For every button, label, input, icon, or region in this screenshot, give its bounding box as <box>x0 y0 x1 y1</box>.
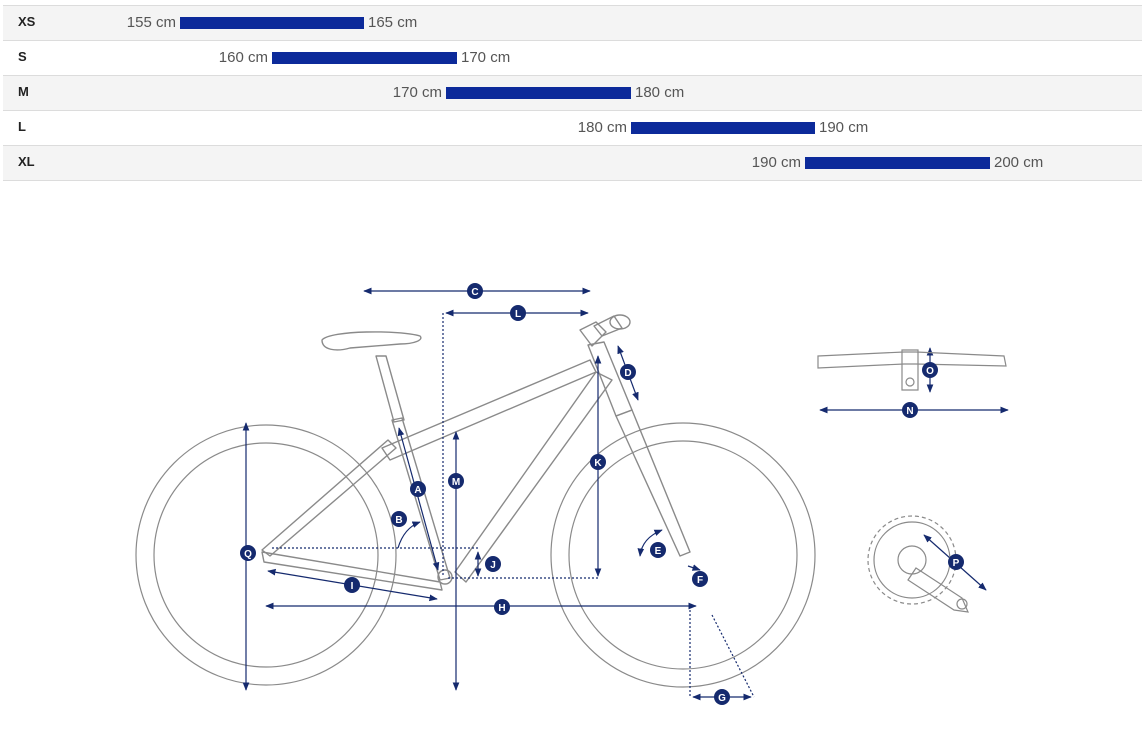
size-label: XS <box>18 14 36 29</box>
range-min-text: 160 cm <box>218 49 268 66</box>
marker-h: H <box>494 599 510 615</box>
marker-j: J <box>485 556 501 572</box>
size-label: L <box>18 119 26 134</box>
front-wheel <box>550 422 816 688</box>
marker-f: F <box>692 571 708 587</box>
range-bar <box>180 17 364 29</box>
range-max-text: 200 cm <box>994 154 1044 171</box>
svg-text:O: O <box>926 366 934 377</box>
marker-c: C <box>467 283 483 299</box>
range-max-text: 165 cm <box>368 14 418 31</box>
handlebar-detail <box>817 349 1007 391</box>
range-bar <box>446 87 631 99</box>
marker-m: M <box>448 473 464 489</box>
svg-text:F: F <box>697 575 703 586</box>
height-range: 160 cm 170 cm <box>219 50 510 66</box>
marker-o: O <box>922 362 938 378</box>
svg-text:I: I <box>351 581 354 592</box>
marker-l: L <box>510 305 526 321</box>
height-range: 180 cm 190 cm <box>578 120 868 136</box>
rear-wheel <box>135 424 397 686</box>
marker-n: N <box>902 402 918 418</box>
svg-text:P: P <box>953 558 960 569</box>
range-min-text: 180 cm <box>577 119 627 136</box>
range-max-text: 180 cm <box>635 84 685 101</box>
size-row-xl: XL 190 cm 200 cm <box>3 145 1142 181</box>
svg-text:K: K <box>594 458 602 469</box>
svg-text:D: D <box>624 368 631 379</box>
svg-text:M: M <box>452 477 460 488</box>
bike-frame <box>261 314 691 591</box>
range-min-text: 155 cm <box>126 14 176 31</box>
svg-text:G: G <box>718 693 726 704</box>
size-row-m: M 170 cm 180 cm <box>3 75 1142 110</box>
marker-d: D <box>620 364 636 380</box>
range-bar <box>631 122 815 134</box>
svg-text:N: N <box>906 406 913 417</box>
marker-i: I <box>344 577 360 593</box>
size-row-s: S 160 cm 170 cm <box>3 40 1142 75</box>
svg-text:J: J <box>490 560 496 571</box>
height-range: 155 cm 165 cm <box>127 15 417 31</box>
height-range: 190 cm 200 cm <box>752 155 1043 171</box>
size-label: M <box>18 84 29 99</box>
geometry-markers: A B C D E F G H I J K L M N O P Q <box>240 283 964 705</box>
marker-b: B <box>391 511 407 527</box>
height-range: 170 cm 180 cm <box>393 85 684 101</box>
svg-text:E: E <box>655 546 662 557</box>
marker-g: G <box>714 689 730 705</box>
marker-q: Q <box>240 545 256 561</box>
rider-height-table: XS 155 cm 165 cm S 160 cm 170 cm M 170 c… <box>3 5 1142 181</box>
size-label: XL <box>18 154 35 169</box>
range-max-text: 170 cm <box>461 49 511 66</box>
size-row-xs: XS 155 cm 165 cm <box>3 5 1142 40</box>
range-bar <box>272 52 457 64</box>
marker-a: A <box>410 481 426 497</box>
size-label: S <box>18 49 27 64</box>
range-bar <box>805 157 990 169</box>
svg-text:Q: Q <box>244 549 252 560</box>
svg-text:C: C <box>471 287 478 298</box>
svg-text:L: L <box>515 309 521 320</box>
range-min-text: 190 cm <box>751 154 801 171</box>
range-min-text: 170 cm <box>392 84 442 101</box>
marker-p: P <box>948 554 964 570</box>
marker-e: E <box>650 542 666 558</box>
marker-k: K <box>590 454 606 470</box>
svg-text:A: A <box>414 485 421 496</box>
size-row-l: L 180 cm 190 cm <box>3 110 1142 145</box>
svg-text:B: B <box>395 515 402 526</box>
svg-text:H: H <box>498 603 505 614</box>
range-max-text: 190 cm <box>819 119 869 136</box>
